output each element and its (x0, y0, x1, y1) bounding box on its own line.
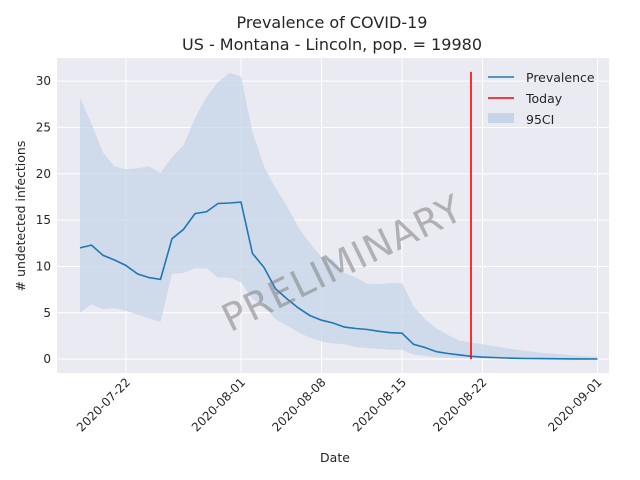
x-tick-label: 2020-07-22 (74, 375, 133, 434)
x-tick-label: 2020-09-01 (545, 375, 604, 434)
y-tick-label: 5 (43, 306, 51, 320)
legend: Prevalence Today 95CI (488, 70, 595, 127)
x-tick-label: 2020-08-01 (189, 375, 248, 434)
y-tick-label: 10 (36, 259, 51, 273)
y-tick-label: 20 (36, 167, 51, 181)
x-axis-label: Date (320, 450, 350, 465)
legend-ci-label: 95CI (526, 112, 554, 127)
chart-subtitle: US - Montana - Lincoln, pop. = 19980 (182, 35, 482, 54)
legend-today-label: Today (525, 91, 563, 106)
y-tick-label: 0 (43, 352, 51, 366)
y-tick-label: 25 (36, 120, 51, 134)
x-tick-label: 2020-08-22 (430, 375, 489, 434)
chart-title: Prevalence of COVID-19 (237, 13, 428, 32)
legend-prevalence-label: Prevalence (526, 70, 595, 85)
y-tick-label: 30 (36, 74, 51, 88)
x-tick-label: 2020-08-15 (350, 375, 409, 434)
x-tick-label: 2020-08-08 (269, 375, 328, 434)
x-axis-ticks: 2020-07-22 2020-08-01 2020-08-08 2020-08-15… (74, 375, 605, 434)
y-tick-label: 15 (36, 213, 51, 227)
legend-ci-swatch (488, 113, 514, 123)
y-axis-label: # undetected infections (13, 141, 28, 292)
prevalence-line (79, 201, 598, 360)
ci-band (80, 72, 598, 360)
y-axis-ticks: 0 5 10 15 20 25 30 (36, 74, 51, 366)
